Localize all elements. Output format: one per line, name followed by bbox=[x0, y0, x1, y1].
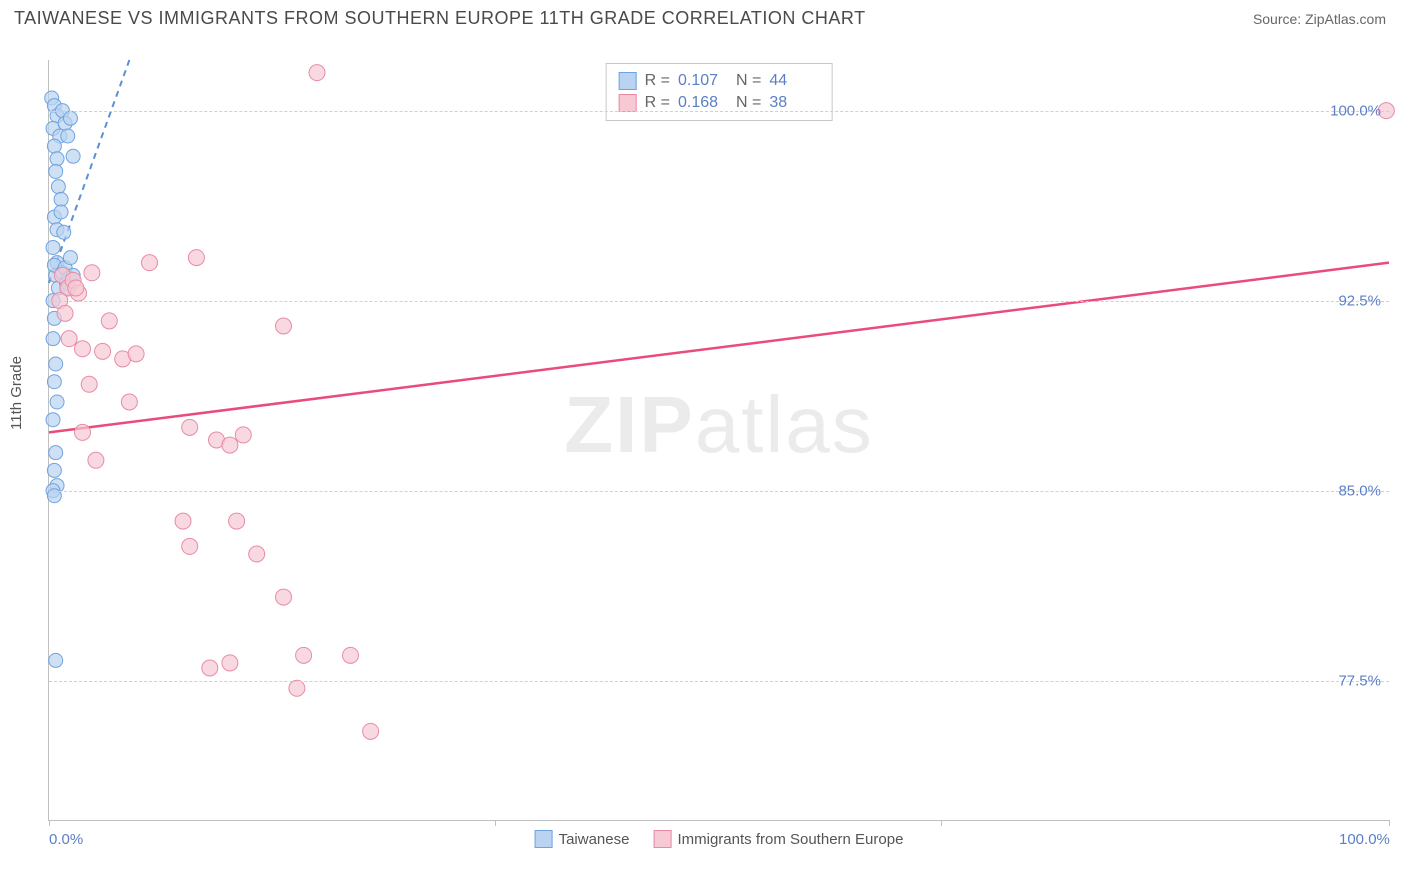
data-point bbox=[95, 343, 111, 359]
data-point bbox=[84, 265, 100, 281]
data-point bbox=[49, 446, 63, 460]
data-point bbox=[75, 424, 91, 440]
data-point bbox=[81, 376, 97, 392]
data-point bbox=[46, 240, 60, 254]
source-label: Source: ZipAtlas.com bbox=[1253, 11, 1386, 27]
legend-label: Taiwanese bbox=[559, 831, 630, 848]
data-point bbox=[61, 331, 77, 347]
stats-row-taiwanese: R = 0.107 N = 44 bbox=[619, 70, 820, 92]
y-tick-label: 92.5% bbox=[1338, 292, 1381, 309]
data-point bbox=[188, 250, 204, 266]
data-point bbox=[46, 332, 60, 346]
data-point bbox=[63, 111, 77, 125]
x-tick-mark bbox=[495, 820, 496, 826]
x-tick-mark bbox=[941, 820, 942, 826]
data-point bbox=[75, 341, 91, 357]
data-point bbox=[46, 413, 60, 427]
data-point bbox=[47, 139, 61, 153]
data-point bbox=[363, 723, 379, 739]
data-point bbox=[309, 65, 325, 81]
data-point bbox=[175, 513, 191, 529]
data-point bbox=[49, 357, 63, 371]
chart-plot-area: ZIPatlas R = 0.107 N = 44 R = 0.168 N = … bbox=[48, 60, 1389, 821]
data-point bbox=[343, 647, 359, 663]
data-point bbox=[47, 463, 61, 477]
x-tick-mark bbox=[49, 820, 50, 826]
data-point bbox=[50, 152, 64, 166]
swatch-icon bbox=[619, 72, 637, 90]
data-point bbox=[68, 280, 84, 296]
data-point bbox=[222, 437, 238, 453]
gridline bbox=[49, 301, 1389, 302]
x-tick-mark bbox=[1389, 820, 1390, 826]
swatch-icon bbox=[653, 830, 671, 848]
data-point bbox=[47, 375, 61, 389]
data-point bbox=[249, 546, 265, 562]
data-point bbox=[182, 538, 198, 554]
data-point bbox=[51, 180, 65, 194]
data-point bbox=[66, 149, 80, 163]
stats-legend: R = 0.107 N = 44 R = 0.168 N = 38 bbox=[606, 63, 833, 121]
data-point bbox=[63, 251, 77, 265]
data-point bbox=[49, 653, 63, 667]
data-point bbox=[50, 395, 64, 409]
n-value: 44 bbox=[769, 72, 819, 90]
data-point bbox=[49, 164, 63, 178]
r-label: R = bbox=[645, 72, 670, 90]
y-tick-label: 77.5% bbox=[1338, 672, 1381, 689]
data-point bbox=[88, 452, 104, 468]
r-label: R = bbox=[645, 94, 670, 112]
data-point bbox=[276, 318, 292, 334]
data-point bbox=[182, 419, 198, 435]
n-value: 38 bbox=[769, 94, 819, 112]
y-axis-label: 11th Grade bbox=[8, 356, 25, 430]
data-point bbox=[128, 346, 144, 362]
data-point bbox=[222, 655, 238, 671]
y-tick-label: 100.0% bbox=[1330, 102, 1381, 119]
data-point bbox=[235, 427, 251, 443]
data-point bbox=[57, 225, 71, 239]
n-label: N = bbox=[736, 72, 761, 90]
data-point bbox=[296, 647, 312, 663]
gridline bbox=[49, 491, 1389, 492]
r-value: 0.107 bbox=[678, 72, 728, 90]
data-point bbox=[121, 394, 137, 410]
series-legend: Taiwanese Immigrants from Southern Europ… bbox=[535, 830, 904, 848]
swatch-icon bbox=[535, 830, 553, 848]
gridline bbox=[49, 111, 1389, 112]
legend-label: Immigrants from Southern Europe bbox=[677, 831, 903, 848]
n-label: N = bbox=[736, 94, 761, 112]
data-point bbox=[289, 680, 305, 696]
x-tick-label: 100.0% bbox=[1339, 831, 1390, 848]
data-point bbox=[202, 660, 218, 676]
data-point bbox=[276, 589, 292, 605]
data-point bbox=[57, 305, 73, 321]
trend-line bbox=[49, 263, 1389, 433]
gridline bbox=[49, 681, 1389, 682]
data-point bbox=[101, 313, 117, 329]
chart-title: TAIWANESE VS IMMIGRANTS FROM SOUTHERN EU… bbox=[14, 8, 866, 29]
legend-item-immigrants: Immigrants from Southern Europe bbox=[653, 830, 903, 848]
r-value: 0.168 bbox=[678, 94, 728, 112]
legend-item-taiwanese: Taiwanese bbox=[535, 830, 630, 848]
swatch-icon bbox=[619, 94, 637, 112]
x-tick-label: 0.0% bbox=[49, 831, 83, 848]
y-tick-label: 85.0% bbox=[1338, 482, 1381, 499]
scatter-svg bbox=[49, 60, 1389, 820]
data-point bbox=[54, 192, 68, 206]
data-point bbox=[61, 129, 75, 143]
data-point bbox=[229, 513, 245, 529]
data-point bbox=[54, 205, 68, 219]
data-point bbox=[142, 255, 158, 271]
